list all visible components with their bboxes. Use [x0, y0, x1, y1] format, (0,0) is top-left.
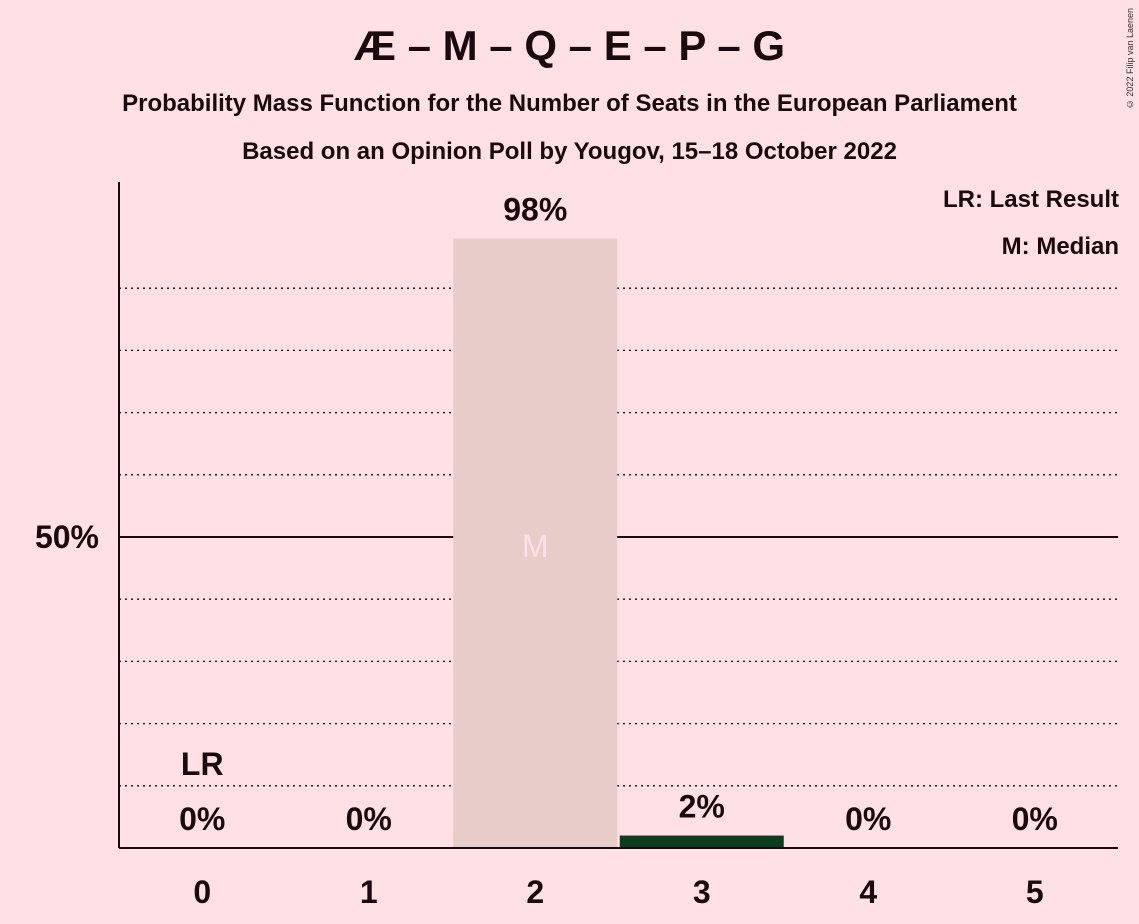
data-label: 2%	[679, 789, 725, 825]
data-label: 0%	[845, 801, 891, 837]
x-tick-label: 4	[859, 874, 877, 910]
median-marker: M	[522, 528, 549, 564]
x-tick-label: 0	[193, 874, 211, 910]
x-tick-label: 3	[693, 874, 711, 910]
x-tick-label: 5	[1026, 874, 1044, 910]
legend-median: M: Median	[1001, 233, 1119, 260]
bar	[619, 835, 784, 848]
chart-subtitle: Probability Mass Function for the Number…	[122, 90, 1017, 117]
chart-title: Æ – M – Q – E – P – G	[353, 22, 786, 69]
bar	[453, 238, 618, 848]
y-tick-label: 50%	[35, 519, 99, 555]
data-label: 0%	[1012, 801, 1058, 837]
x-tick-label: 2	[526, 874, 544, 910]
data-label: 0%	[179, 801, 225, 837]
x-tick-label: 1	[360, 874, 378, 910]
legend-last-result: LR: Last Result	[942, 186, 1119, 213]
chart-subtitle-poll: Based on an Opinion Poll by Yougov, 15–1…	[242, 138, 897, 165]
last-result-marker: LR	[181, 746, 224, 782]
data-label: 98%	[503, 191, 567, 227]
data-label: 0%	[346, 801, 392, 837]
